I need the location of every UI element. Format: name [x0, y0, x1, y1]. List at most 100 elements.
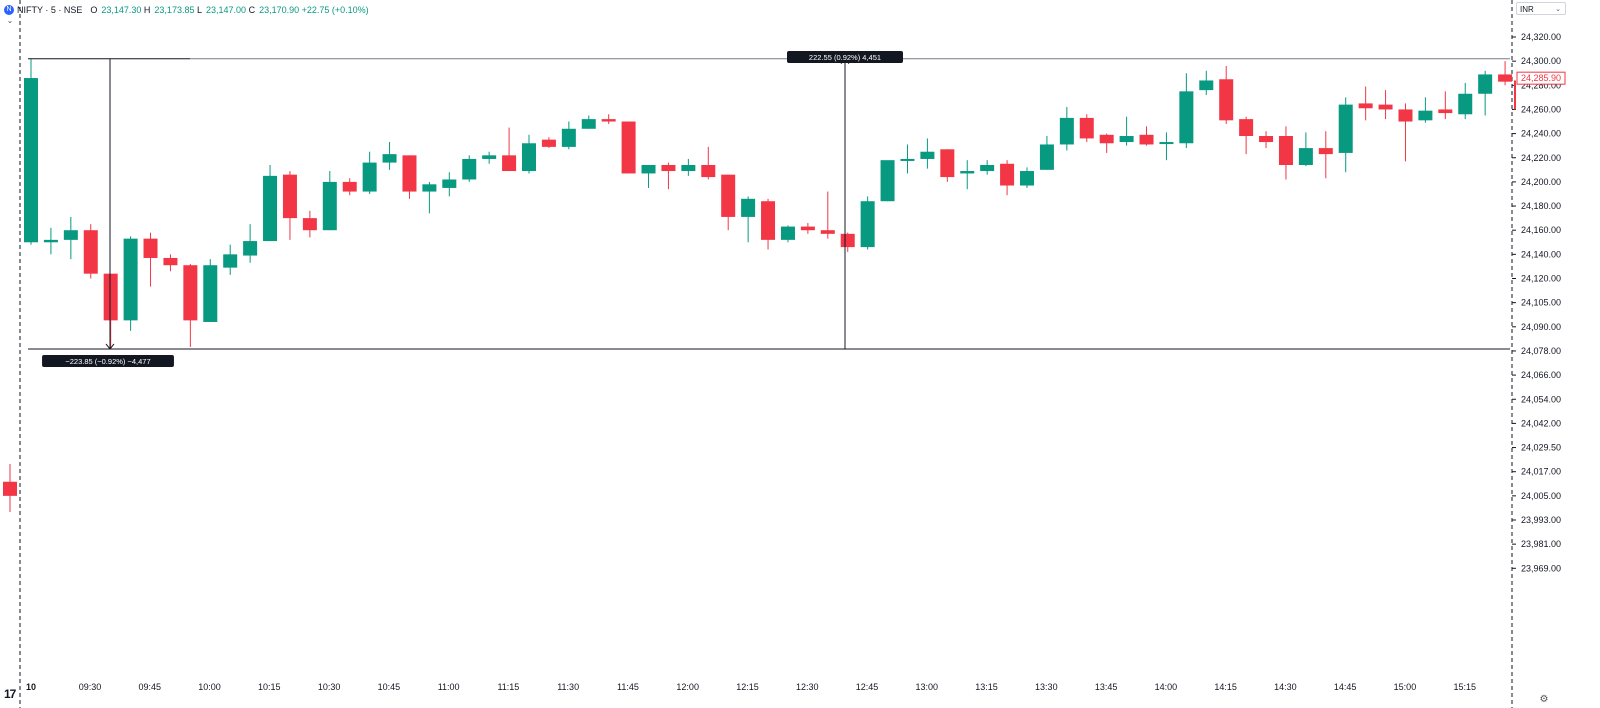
y-tick-label: 23,993.00 — [1521, 515, 1561, 525]
x-tick-label: 11:00 — [438, 682, 460, 692]
candle — [263, 164, 278, 242]
candle — [462, 155, 477, 182]
candle-body — [1079, 117, 1094, 139]
candle — [1378, 90, 1393, 120]
candle — [960, 160, 975, 190]
x-tick-label: 11:15 — [497, 682, 519, 692]
candle-body — [1418, 110, 1433, 121]
chevron-down-icon: ⌄ — [1555, 6, 1561, 13]
candle — [143, 232, 158, 287]
candle — [1398, 103, 1413, 162]
candle-body — [701, 164, 716, 178]
open-value: 23,147.30 — [101, 5, 142, 15]
measure-label-text: 222.55 (0.92%) 4,451 — [809, 53, 881, 62]
x-tick-label: 12:00 — [676, 682, 699, 692]
y-tick-label: 24,140.00 — [1521, 249, 1561, 259]
candle-body — [621, 121, 636, 174]
candle-body — [581, 119, 596, 129]
candle — [402, 155, 417, 199]
y-tick-label: 24,220.00 — [1521, 153, 1561, 163]
candle — [1259, 131, 1274, 149]
candle-body — [362, 162, 377, 192]
measure-label-bg — [42, 354, 174, 367]
candle-body — [1139, 134, 1154, 145]
currency-selector[interactable]: INR ⌄ — [1516, 2, 1566, 15]
candle-body — [1259, 136, 1274, 143]
candle-body — [1498, 74, 1513, 82]
candle-body — [1318, 148, 1333, 155]
x-tick-label: 09:45 — [139, 682, 162, 692]
candle-body — [661, 164, 676, 172]
candle — [1139, 126, 1154, 146]
x-tick-label: 12:15 — [736, 682, 759, 692]
candle — [1338, 97, 1353, 173]
candle — [1020, 167, 1034, 188]
x-tick-label: 13:30 — [1035, 682, 1058, 692]
candle-body — [1438, 109, 1453, 114]
measure-label-bg — [787, 51, 903, 63]
candle-body — [83, 230, 98, 274]
candle-body — [840, 233, 855, 248]
candle-body — [980, 164, 995, 172]
candle-body — [3, 481, 17, 496]
low-value: 23,147.00 — [206, 5, 247, 15]
high-label: H — [143, 5, 151, 15]
candle-body — [223, 254, 238, 268]
x-tick-label: 15:15 — [1453, 682, 1476, 692]
candle-body — [641, 164, 656, 174]
gear-icon[interactable]: ⚙ — [1539, 694, 1549, 705]
candle — [1418, 97, 1433, 123]
open-label: O — [90, 5, 98, 15]
chevron-down-icon[interactable]: ⌄ — [6, 16, 14, 25]
x-tick-label: 11:30 — [557, 682, 579, 692]
candle-body — [940, 149, 955, 178]
candle — [741, 196, 756, 243]
y-tick-label: 24,029.50 — [1521, 443, 1561, 453]
candle — [43, 227, 58, 255]
candle-body — [183, 265, 198, 321]
candle — [920, 138, 935, 169]
candle-body — [203, 265, 218, 322]
candle — [980, 160, 995, 175]
change-value: +22.75 (+0.10%) — [301, 5, 369, 15]
candle-body — [422, 184, 437, 192]
candle — [681, 158, 696, 176]
candle-prev-session — [3, 463, 17, 512]
candle — [1239, 116, 1254, 155]
candle — [442, 172, 457, 197]
low-label: L — [196, 5, 202, 15]
candle-body — [1298, 148, 1313, 165]
candle — [820, 191, 835, 239]
candle — [1278, 126, 1293, 180]
candle-body — [1219, 79, 1234, 121]
x-tick-label: 14:15 — [1214, 682, 1237, 692]
candle — [561, 121, 576, 150]
candle-body — [1159, 142, 1174, 145]
candle — [482, 151, 497, 164]
y-tick-label: 24,090.00 — [1521, 322, 1561, 332]
candle-body — [920, 151, 935, 159]
candle — [24, 58, 38, 245]
y-tick-label: 24,120.00 — [1521, 274, 1561, 284]
candle-body — [741, 198, 756, 217]
candle — [1079, 114, 1094, 143]
y-tick-label: 24,066.00 — [1521, 370, 1561, 380]
candle-body — [282, 174, 297, 219]
candle — [282, 171, 297, 240]
x-tick-label: 14:45 — [1334, 682, 1357, 692]
candle — [63, 216, 78, 260]
x-tick-label: 10:00 — [198, 682, 221, 692]
candle — [900, 144, 915, 174]
candle — [382, 142, 397, 170]
candle-body — [1278, 136, 1293, 165]
y-tick-label: 24,180.00 — [1521, 201, 1561, 211]
candle-body — [462, 158, 477, 180]
candle-body — [721, 174, 736, 217]
symbol-title[interactable]: NIFTY · 5 · NSE — [17, 5, 83, 15]
candle-body — [761, 201, 776, 240]
y-tick-label: 24,105.00 — [1521, 298, 1561, 308]
candle-body — [1458, 93, 1473, 115]
measure-up-label: 222.55 (0.92%) 4,451 — [787, 51, 903, 63]
candle — [1458, 82, 1473, 120]
